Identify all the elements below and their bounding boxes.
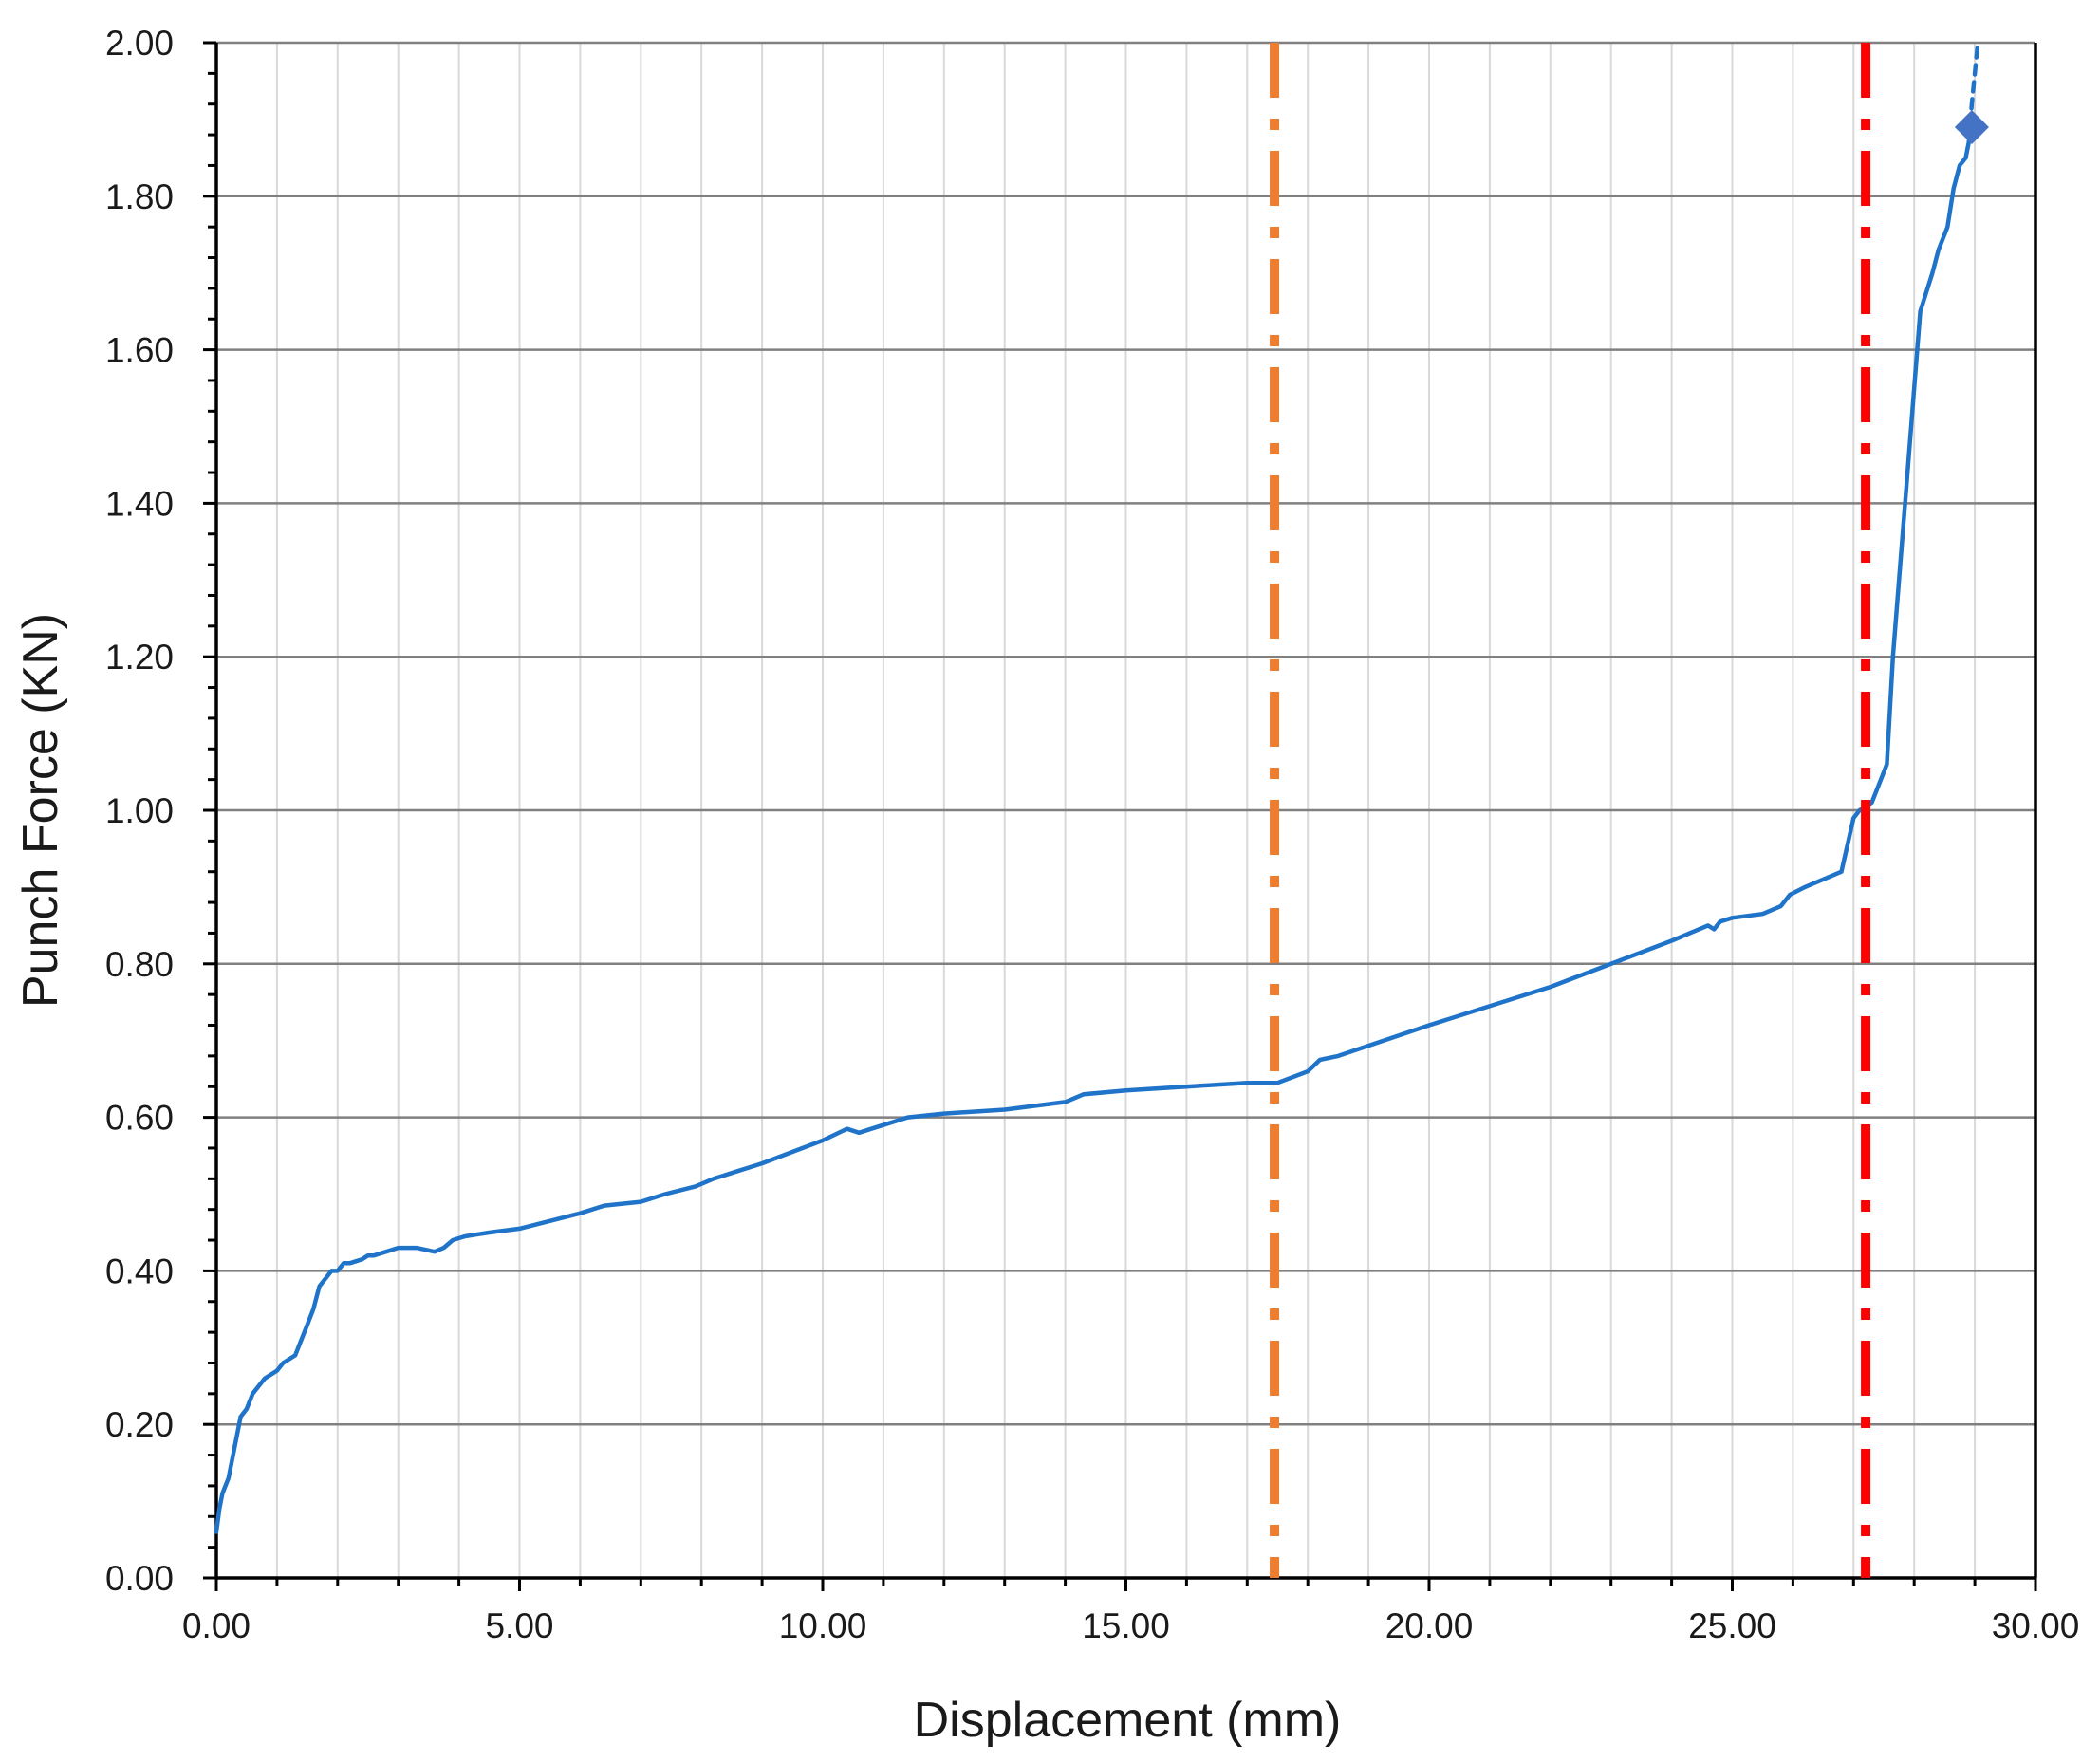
y-tick-label: 1.20 bbox=[105, 638, 174, 677]
y-tick-label: 0.60 bbox=[105, 1099, 174, 1138]
x-tick-label: 25.00 bbox=[1688, 1606, 1776, 1645]
extrapolated-series-line bbox=[1966, 40, 1980, 145]
y-tick-label: 0.00 bbox=[105, 1559, 174, 1598]
y-tick-label: 0.40 bbox=[105, 1252, 174, 1290]
major-gridlines bbox=[216, 41, 2035, 1426]
x-tick-label: 5.00 bbox=[485, 1606, 553, 1645]
y-tick-label: 0.20 bbox=[105, 1405, 174, 1444]
x-tick-label: 10.00 bbox=[779, 1606, 867, 1645]
x-tick-label: 30.00 bbox=[1992, 1606, 2080, 1645]
end-marker bbox=[1954, 109, 1989, 144]
y-tick-label: 1.60 bbox=[105, 331, 174, 370]
y-tick-label: 0.80 bbox=[105, 945, 174, 984]
tick-marks bbox=[203, 41, 2037, 1591]
x-tick-label: 0.00 bbox=[182, 1606, 251, 1645]
y-axis-title: Punch Force (KN) bbox=[13, 613, 68, 1008]
y-tick-label: 2.00 bbox=[105, 24, 174, 63]
x-tick-label: 20.00 bbox=[1385, 1606, 1474, 1645]
data-series bbox=[214, 40, 1980, 1534]
x-tick-label: 15.00 bbox=[1082, 1606, 1170, 1645]
reference-lines bbox=[1270, 43, 1871, 1578]
diamond-marker bbox=[1954, 109, 1989, 144]
y-tick-label: 1.40 bbox=[105, 484, 174, 523]
x-axis-title: Displacement (mm) bbox=[914, 1693, 1342, 1748]
y-tick-labels: 0.00 0.20 0.40 0.60 0.80 1.00 1.20 1.40 1.60 1.80… bbox=[105, 24, 174, 1598]
y-tick-label: 1.00 bbox=[105, 791, 174, 830]
y-tick-label: 1.80 bbox=[105, 177, 174, 216]
x-tick-labels: 0.00 5.00 10.00 15.00 20.00 25.00 30.00 bbox=[182, 1606, 2079, 1645]
